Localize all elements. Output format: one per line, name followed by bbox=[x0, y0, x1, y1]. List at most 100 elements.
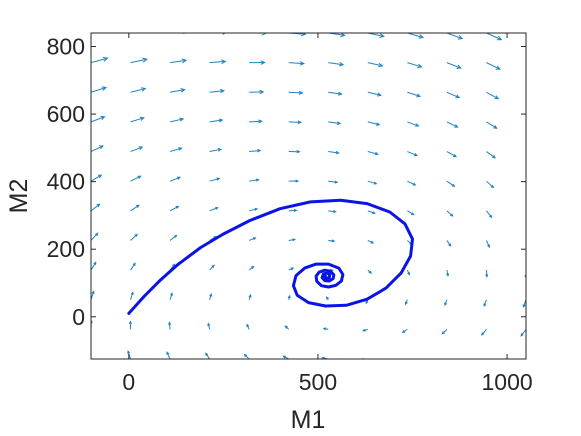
vector-arrow bbox=[91, 86, 108, 93]
vector-arrow bbox=[446, 151, 458, 158]
vector-arrow bbox=[288, 208, 298, 212]
vector-arrow bbox=[446, 33, 464, 40]
vector-arrow bbox=[91, 33, 94, 34]
vector-arrow bbox=[404, 299, 408, 306]
vector-arrow bbox=[486, 121, 498, 129]
vector-arrow bbox=[169, 176, 182, 182]
vector-arrow bbox=[407, 210, 415, 216]
vector-arrow bbox=[130, 33, 145, 34]
vector-arrow bbox=[209, 292, 213, 300]
x-axis-ticks: 0 500 1000 bbox=[122, 33, 533, 395]
vector-arrow bbox=[130, 87, 147, 93]
vector-arrow bbox=[525, 33, 526, 34]
vector-arrow bbox=[407, 121, 420, 127]
vector-arrow bbox=[170, 88, 186, 93]
plot-frame bbox=[90, 32, 527, 360]
trajectory-line bbox=[127, 198, 414, 315]
vector-arrow bbox=[486, 210, 493, 219]
vector-arrow bbox=[367, 62, 384, 68]
x-axis-label: M1 bbox=[291, 406, 326, 434]
vector-arrow bbox=[525, 181, 526, 182]
vector-arrow bbox=[486, 151, 497, 159]
vector-arrow bbox=[288, 267, 295, 271]
vector-arrow bbox=[367, 269, 373, 274]
vector-field bbox=[91, 33, 526, 359]
vector-arrow bbox=[130, 146, 144, 153]
y-tick-label: 200 bbox=[47, 236, 85, 262]
vector-arrow bbox=[169, 147, 183, 153]
vector-arrow bbox=[91, 203, 101, 212]
vector-arrow bbox=[322, 327, 329, 331]
x-tick-label: 500 bbox=[299, 369, 337, 395]
y-axis-ticks: 0 200 400 600 800 bbox=[47, 34, 526, 330]
vector-arrow bbox=[168, 321, 172, 330]
vector-arrow bbox=[407, 62, 423, 69]
vector-arrow bbox=[91, 232, 99, 241]
y-tick-label: 400 bbox=[47, 169, 85, 195]
vector-arrow bbox=[525, 210, 526, 212]
vector-arrow bbox=[525, 121, 526, 123]
vector-arrow bbox=[207, 322, 211, 330]
vector-arrow bbox=[130, 262, 136, 271]
vector-arrow bbox=[401, 328, 408, 334]
vector-arrow bbox=[328, 121, 342, 126]
vector-arrow bbox=[288, 90, 304, 95]
vector-arrow bbox=[169, 234, 178, 241]
vector-arrow bbox=[446, 91, 461, 99]
vector-arrow bbox=[209, 33, 227, 35]
vector-arrow bbox=[248, 293, 252, 300]
vector-arrow bbox=[485, 240, 490, 249]
vector-arrow bbox=[446, 121, 459, 128]
vector-arrow bbox=[480, 329, 487, 336]
vector-arrow bbox=[169, 117, 185, 123]
vector-arrow bbox=[166, 351, 171, 359]
vector-arrow bbox=[485, 270, 489, 278]
vector-arrow bbox=[446, 269, 450, 277]
vector-arrow bbox=[249, 119, 263, 124]
y-tick-label: 600 bbox=[47, 101, 85, 127]
vector-arrow bbox=[406, 269, 410, 276]
vector-arrow bbox=[128, 320, 132, 330]
vector-arrow bbox=[328, 209, 337, 214]
vector-arrow bbox=[91, 261, 97, 271]
vector-arrow bbox=[130, 116, 145, 123]
vector-arrow bbox=[367, 121, 381, 126]
vector-arrow bbox=[407, 33, 425, 39]
vector-arrow bbox=[249, 60, 266, 65]
vector-arrow bbox=[246, 323, 250, 330]
vector-arrow bbox=[130, 204, 140, 212]
vector-arrow bbox=[288, 61, 306, 66]
vector-arrow bbox=[91, 174, 103, 182]
vector-arrow bbox=[91, 145, 104, 152]
vector-arrow bbox=[328, 61, 345, 67]
vector-arrow bbox=[444, 299, 448, 307]
plot-area bbox=[91, 33, 526, 359]
trajectory-layer bbox=[127, 198, 414, 315]
vector-arrow bbox=[446, 210, 454, 217]
vector-arrow bbox=[209, 177, 221, 182]
vector-arrow bbox=[248, 237, 257, 241]
vector-arrow bbox=[520, 329, 526, 337]
vector-arrow bbox=[486, 180, 495, 189]
vector-arrow bbox=[209, 206, 219, 212]
vector-arrow bbox=[445, 358, 447, 359]
vector-arrow bbox=[328, 239, 336, 243]
vector-arrow bbox=[486, 91, 500, 100]
vector-arrow bbox=[249, 207, 259, 212]
vector-arrow bbox=[169, 292, 173, 300]
y-tick-label: 800 bbox=[47, 34, 85, 60]
vector-arrow bbox=[209, 59, 227, 65]
vector-arrow bbox=[328, 180, 339, 184]
vector-arrow bbox=[169, 205, 180, 212]
vector-arrow bbox=[361, 328, 368, 332]
vector-arrow bbox=[91, 56, 109, 64]
vector-arrow bbox=[486, 33, 503, 41]
vector-arrow bbox=[248, 265, 255, 271]
vector-arrow bbox=[130, 233, 138, 241]
vector-arrow bbox=[170, 58, 188, 64]
vector-arrow bbox=[525, 62, 526, 64]
vector-arrow bbox=[130, 291, 134, 300]
vector-arrow bbox=[407, 151, 419, 157]
vector-arrow bbox=[525, 151, 526, 153]
